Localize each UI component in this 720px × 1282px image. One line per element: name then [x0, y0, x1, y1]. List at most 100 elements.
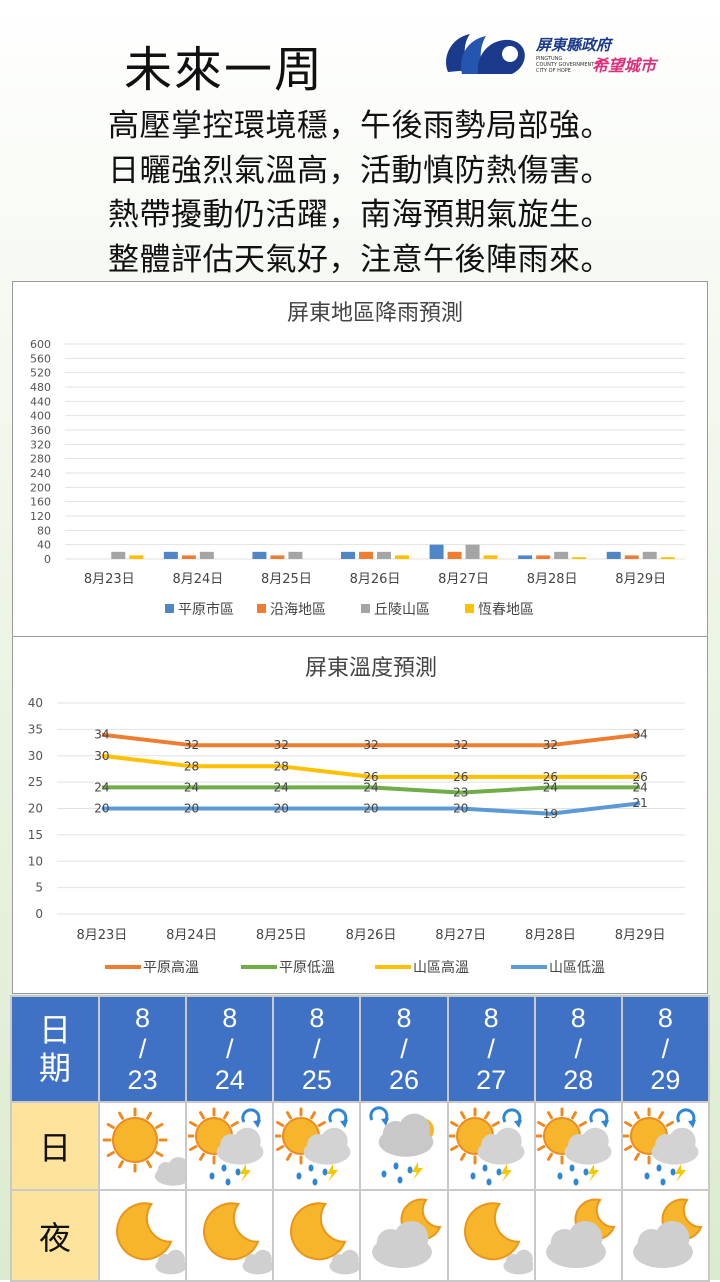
bar — [288, 551, 303, 559]
night-weather-cell — [272, 1189, 362, 1282]
poem-line: 整體評估天氣好，注意午後陣雨來。 — [108, 241, 612, 278]
moon-cloud-icon — [289, 1201, 359, 1274]
y-tick-label: 280 — [30, 453, 51, 466]
y-tick-label: 10 — [28, 854, 43, 868]
cloud-moon-icon — [546, 1198, 616, 1268]
night-weather-cell — [359, 1189, 449, 1282]
y-tick-label: 320 — [30, 438, 51, 451]
data-label: 20 — [363, 802, 378, 816]
day-weather-cell — [620, 1101, 711, 1191]
sun-cloud-thunder-rain-icon — [623, 1107, 699, 1186]
x-tick-label: 8月25日 — [256, 928, 307, 943]
y-tick-label: 25 — [28, 775, 43, 789]
poem-line: 熱帶擾動仍活躍，南海預期氣旋生。 — [108, 197, 612, 233]
legend-swatch — [165, 604, 174, 613]
legend-swatch — [465, 604, 474, 613]
sun-cloud-thunder-rain-icon — [274, 1107, 351, 1186]
legend-swatch — [361, 604, 370, 613]
night-row: 夜 — [10, 1189, 711, 1282]
date-header: 日 期 — [10, 995, 100, 1103]
bar — [111, 551, 126, 559]
bar — [429, 544, 444, 559]
y-tick-label: 35 — [28, 722, 43, 736]
y-tick-label: 0 — [35, 907, 43, 921]
x-tick-label: 8月28日 — [527, 572, 578, 587]
forecast-poem: 高壓掌控環境穩，午後雨勢局部強。 日曬強烈氣溫高，活動慎防熱傷害。 熱帶擾動仍活… — [0, 104, 720, 282]
bar — [359, 551, 373, 559]
bar — [341, 551, 355, 559]
data-label: 30 — [94, 749, 109, 763]
bar — [660, 557, 675, 559]
y-tick-label: 40 — [37, 539, 51, 552]
legend-label: 平原高溫 — [143, 959, 199, 976]
date-cell: 8/25 — [272, 995, 362, 1103]
legend-label: 平原市區 — [178, 601, 234, 618]
x-tick-label: 8月27日 — [435, 928, 486, 943]
date-cell: 8/26 — [359, 995, 449, 1103]
x-tick-label: 8月26日 — [346, 928, 397, 943]
date-cell: 8/23 — [97, 995, 188, 1103]
series-line — [101, 801, 641, 816]
series-line — [101, 753, 641, 779]
chart-title: 屏東溫度預測 — [305, 656, 437, 681]
day-weather-cell — [272, 1101, 362, 1191]
bar — [199, 551, 214, 559]
weekly-forecast-table: 日 期 8/23 8/24 8/25 8/26 8/27 8/28 8/29 日 夜 — [10, 995, 711, 1282]
date-cell: 8/28 — [533, 995, 623, 1103]
x-tick-label: 8月29日 — [615, 928, 666, 943]
day-weather-cell — [359, 1101, 449, 1191]
temperature-chart: 屏東溫度預測 0 5 10 15 20 25 30 35 40 8月23日 8月24日 8月25日 8月2… — [12, 636, 708, 994]
bar — [572, 557, 587, 559]
logo-english: PINGTUNG COUNTY GOVERNMENT CITY OF HOPE — [536, 56, 595, 74]
data-label: 20 — [94, 802, 109, 816]
y-tick-label: 30 — [28, 749, 43, 763]
series-line — [101, 732, 641, 748]
date-row: 日 期 8/23 8/24 8/25 8/26 8/27 8/28 8/29 — [10, 995, 711, 1103]
night-label: 夜 — [10, 1189, 100, 1282]
y-tick-label: 600 — [30, 338, 51, 351]
data-label: 26 — [633, 770, 648, 784]
bar — [554, 551, 569, 559]
data-label: 28 — [184, 759, 199, 773]
day-weather-cell — [97, 1101, 188, 1191]
bar — [518, 555, 533, 559]
x-tick-label: 8月24日 — [166, 928, 217, 943]
y-tick-label: 560 — [30, 352, 51, 365]
y-tick-label: 120 — [30, 510, 51, 523]
data-label: 20 — [184, 802, 199, 816]
data-label: 24 — [633, 780, 648, 794]
data-label: 32 — [363, 738, 378, 752]
data-label: 28 — [274, 759, 289, 773]
data-label: 32 — [543, 738, 558, 752]
bar — [377, 551, 391, 559]
y-tick-label: 440 — [30, 395, 51, 408]
x-tick-label: 8月27日 — [438, 572, 489, 587]
legend-swatch — [257, 604, 266, 613]
night-weather-cell — [185, 1189, 275, 1282]
page-title: 未來一周 — [124, 42, 325, 98]
cloud-moon-icon — [372, 1198, 442, 1268]
y-tick-label: 360 — [30, 424, 51, 437]
data-label: 21 — [633, 796, 648, 810]
data-label: 26 — [363, 770, 378, 784]
data-label: 32 — [184, 738, 199, 752]
day-weather-cell — [185, 1101, 275, 1191]
x-tick-label: 8月29日 — [615, 572, 666, 587]
sun-cloud-thunder-rain-icon — [449, 1107, 525, 1186]
y-tick-label: 20 — [28, 802, 43, 816]
data-label: 24 — [94, 780, 109, 794]
rain-chart: 屏東地區降雨預測 0 40 80 120 160 200 240 280 320 360 400 440… — [12, 281, 708, 637]
y-tick-label: 400 — [30, 410, 51, 423]
bar — [163, 551, 178, 559]
x-tick-label: 8月23日 — [84, 572, 135, 587]
x-tick-label: 8月25日 — [261, 572, 312, 587]
night-weather-cell — [533, 1189, 623, 1282]
y-tick-label: 200 — [30, 481, 51, 494]
data-label: 34 — [633, 728, 648, 742]
x-tick-label: 8月26日 — [350, 572, 401, 587]
legend-label: 平原低溫 — [279, 960, 335, 976]
bar — [483, 555, 498, 559]
cloud-thunder-rain-icon — [369, 1106, 434, 1184]
legend-label: 山區高溫 — [413, 959, 469, 976]
